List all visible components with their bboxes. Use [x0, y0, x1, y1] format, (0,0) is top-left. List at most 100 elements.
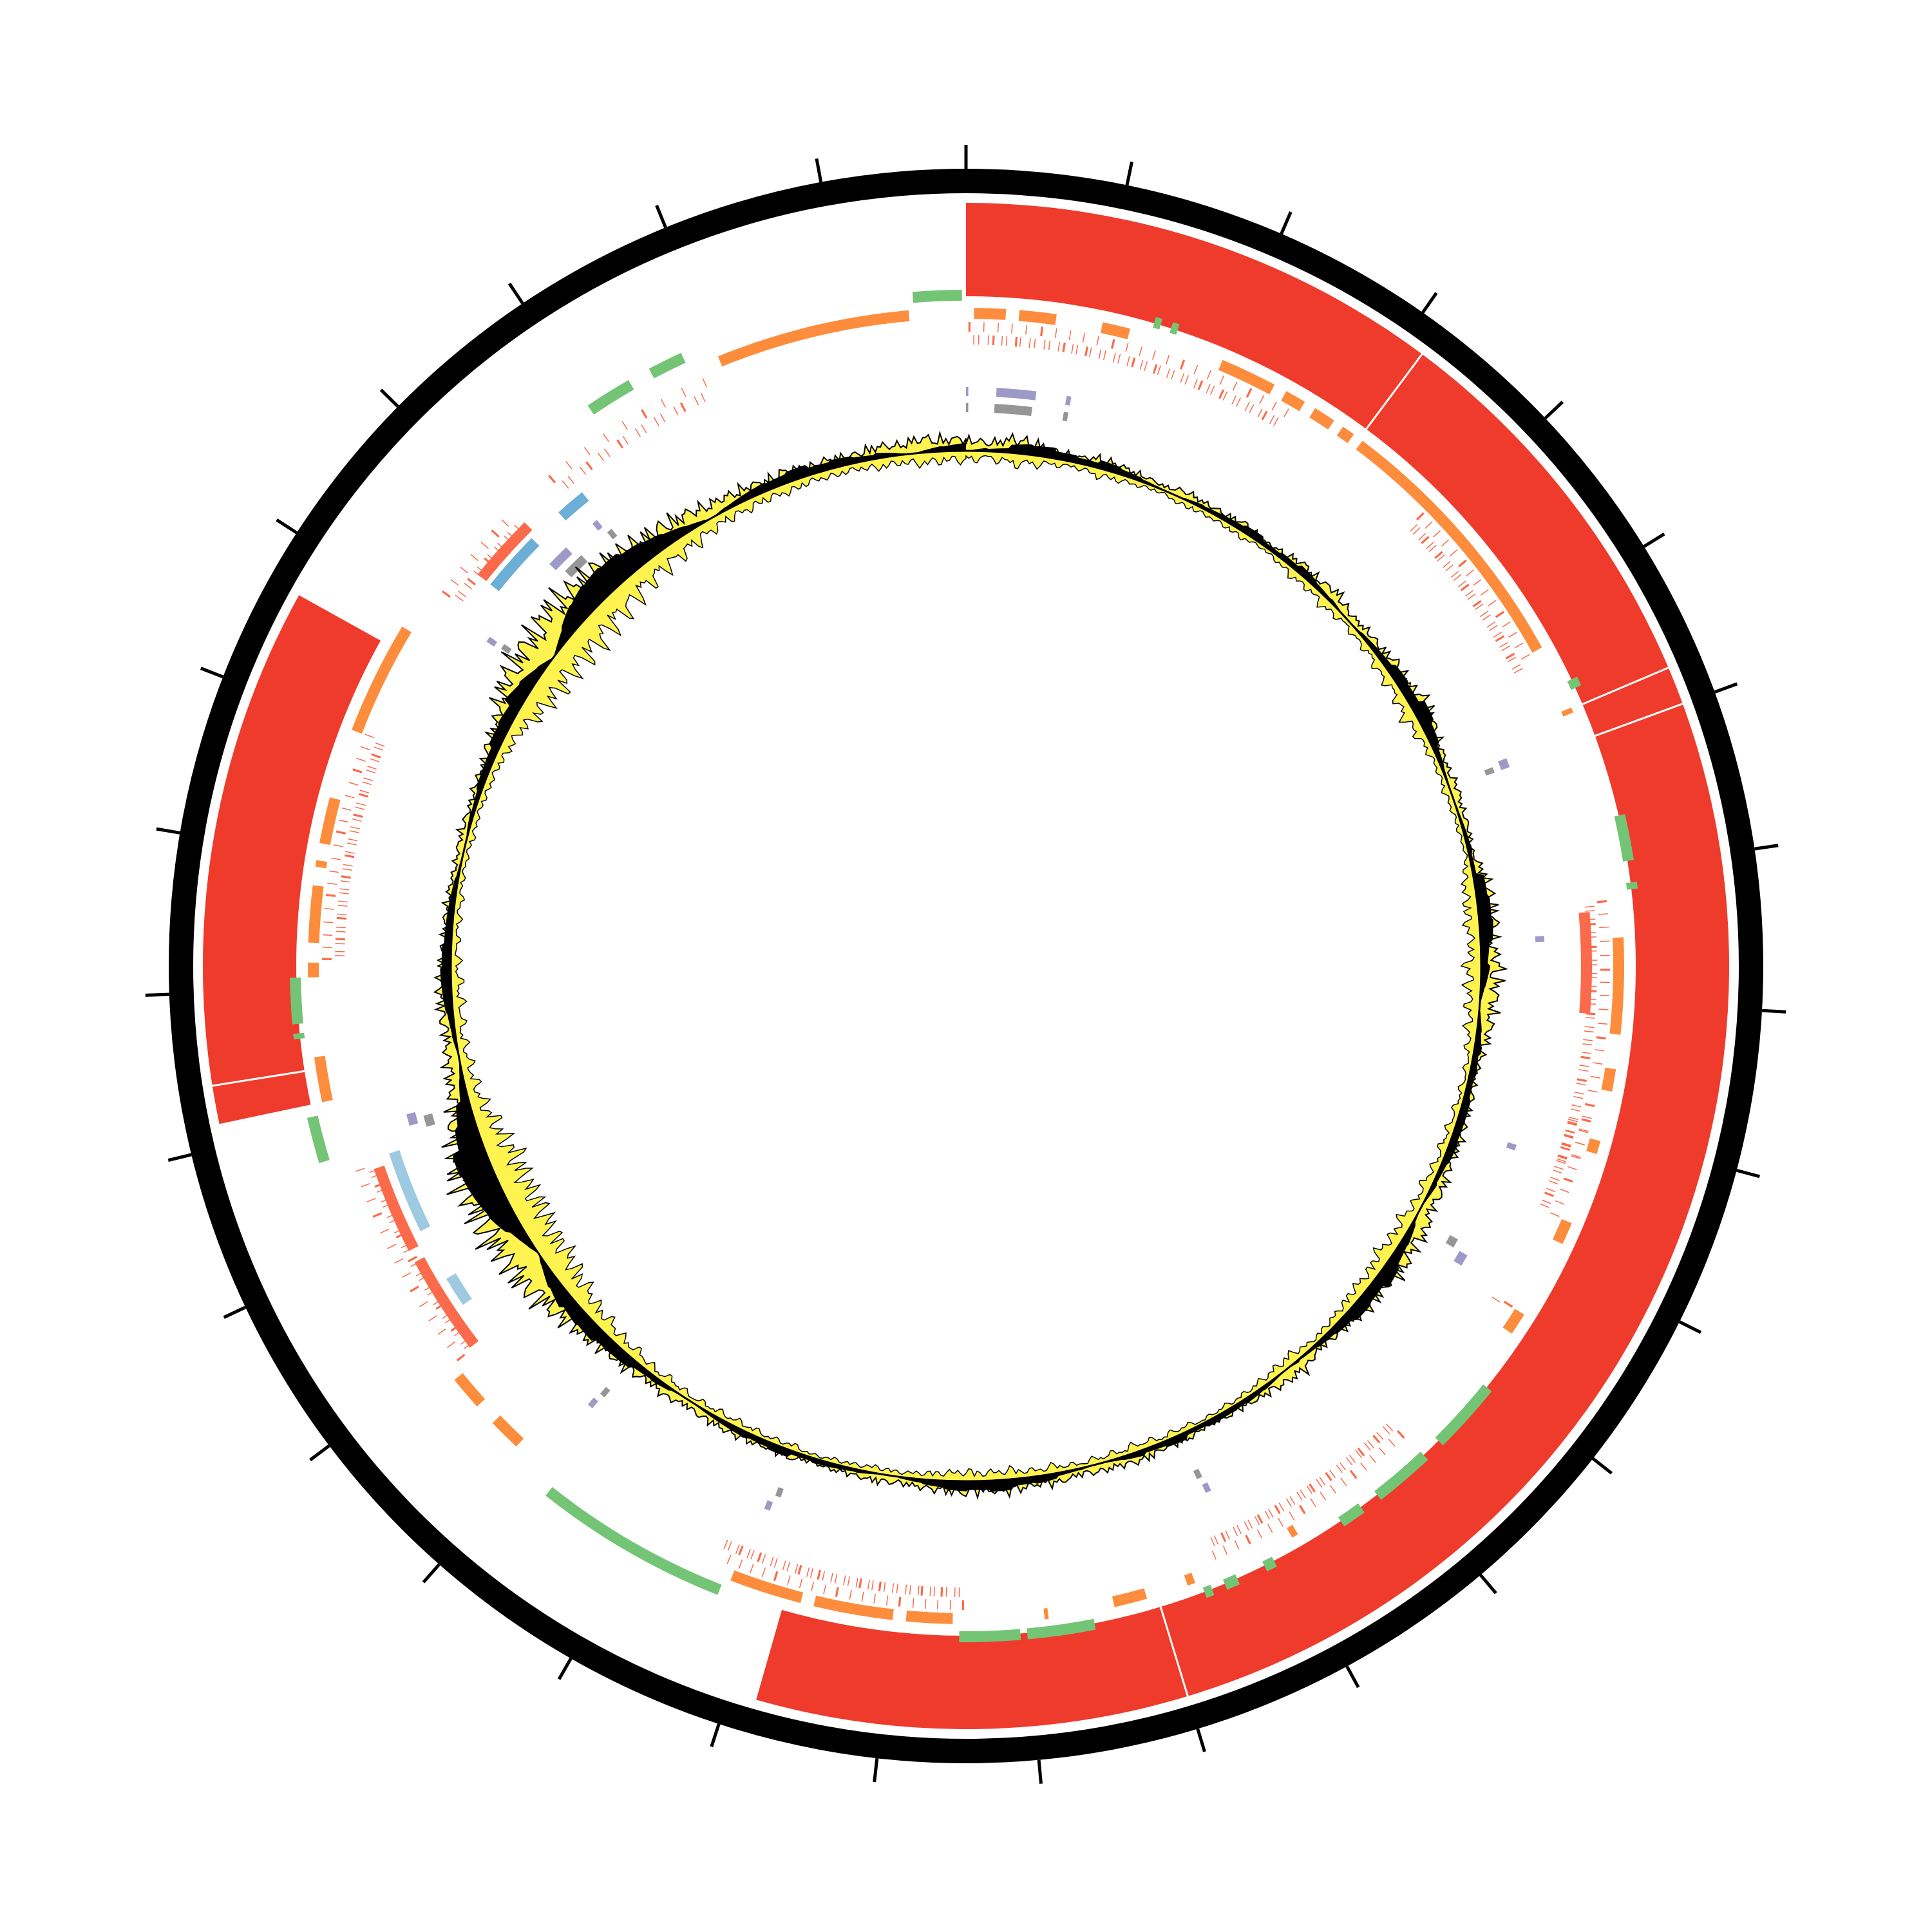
red-feature [1232, 381, 1238, 391]
red-feature [1587, 1090, 1598, 1093]
axis-tick [1280, 211, 1293, 234]
red-feature [1082, 332, 1085, 343]
red-feature [1596, 1036, 1606, 1040]
red-feature [1600, 940, 1610, 942]
red-feature [1210, 1537, 1215, 1547]
green-feature [587, 380, 634, 415]
red-feature [1256, 1529, 1262, 1539]
red-feature [1571, 1155, 1581, 1159]
red-feature [1549, 1180, 1558, 1185]
green-feature [307, 1115, 330, 1164]
red-feature [441, 590, 451, 598]
axis-tick [379, 388, 399, 408]
red-feature [1495, 611, 1505, 618]
blue-feature [558, 492, 589, 521]
red-feature [1112, 352, 1116, 363]
red-feature [1599, 994, 1609, 996]
green-feature [1435, 1384, 1492, 1446]
orange-feature [974, 308, 1007, 320]
red-feature [1580, 1056, 1591, 1059]
red-feature [858, 1578, 862, 1589]
red-feature [355, 806, 365, 810]
orange-feature [315, 860, 328, 869]
axis-tick [1761, 1009, 1786, 1014]
red-feature [1564, 1134, 1574, 1139]
green-feature [1567, 676, 1582, 690]
orange-feature [1100, 322, 1130, 339]
red-feature [1416, 512, 1425, 521]
red-feature [1472, 600, 1482, 608]
red-feature [1590, 1075, 1600, 1079]
red-feature [1453, 574, 1462, 582]
red-feature [1458, 559, 1467, 567]
red-feature [1043, 339, 1046, 350]
red-feature [1555, 1200, 1565, 1205]
red-feature [323, 921, 334, 923]
red-feature [455, 594, 464, 601]
red-feature [1445, 564, 1454, 572]
red-feature [336, 830, 346, 835]
red-feature [787, 1575, 791, 1586]
red-feature [616, 439, 624, 449]
orange-feature [1309, 408, 1334, 430]
red-feature [1550, 1177, 1560, 1181]
orange-feature [492, 1415, 524, 1447]
red-feature [1289, 1511, 1295, 1520]
red-feature [337, 905, 348, 907]
red-feature [1296, 1492, 1303, 1501]
red-feature [1264, 1510, 1271, 1520]
red-feature [1214, 1535, 1219, 1545]
red-feature [622, 435, 629, 445]
red-feature [761, 1554, 766, 1564]
red-feature [460, 566, 469, 574]
red-feature [1565, 1130, 1575, 1134]
red-feature [1028, 338, 1031, 348]
red-feature [325, 893, 336, 897]
red-feature [470, 554, 478, 562]
red-feature [1482, 614, 1491, 621]
red-feature [353, 813, 363, 818]
orange-feature [1561, 707, 1574, 717]
red-feature [1298, 1504, 1306, 1515]
red-feature [1557, 1158, 1566, 1162]
orange-feature [1281, 391, 1305, 412]
red-feature [344, 854, 355, 858]
red-feature [347, 838, 357, 842]
axis-tick [276, 518, 298, 535]
red-feature [1578, 1130, 1589, 1133]
red-feature [598, 453, 605, 462]
red-feature [1567, 1121, 1578, 1126]
purple-feature [1454, 1251, 1468, 1266]
red-feature [1585, 1103, 1595, 1108]
red-feature [340, 880, 350, 883]
red-feature [1550, 1212, 1560, 1217]
green-feature [1625, 882, 1638, 890]
red-feature [1259, 395, 1265, 404]
orange-feature [1218, 359, 1275, 395]
gc-content-line [433, 430, 1509, 1501]
axis-tick [422, 1563, 440, 1584]
red-feature [1466, 569, 1474, 576]
red-feature [978, 335, 980, 345]
axis-tick [1643, 532, 1665, 548]
red-feature [1598, 1009, 1609, 1010]
orange-feature [1043, 1608, 1049, 1620]
red-feature [806, 1567, 810, 1577]
orange-feature [1336, 426, 1354, 444]
red-feature [757, 1552, 762, 1562]
orange-feature [1609, 937, 1624, 1035]
red-feature [1581, 1118, 1591, 1123]
red-feature [1579, 1065, 1589, 1067]
red-feature [1245, 388, 1253, 398]
green-feature [1374, 1452, 1428, 1500]
red-feature [1220, 1532, 1227, 1542]
orange-feature [1586, 1138, 1601, 1155]
red-feature [1261, 410, 1268, 421]
red-feature [973, 335, 974, 345]
red-feature [355, 1168, 365, 1172]
red-feature [997, 323, 999, 333]
red-feature [1378, 1447, 1386, 1455]
red-feature [1300, 1490, 1306, 1499]
purple-feature [549, 547, 573, 571]
red-feature [1218, 389, 1225, 399]
